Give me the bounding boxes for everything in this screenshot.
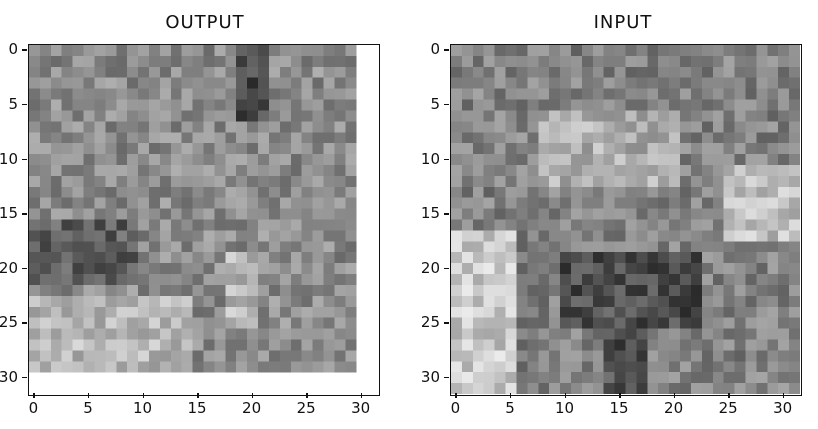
y-tick-mark [444,158,449,161]
output-image-frame [28,44,380,396]
y-tick-mark [22,103,27,106]
output-image [29,45,357,373]
x-tick-label: 15 [609,399,629,417]
x-tick-label: 0 [28,399,39,417]
y-tick-label: 10 [0,149,18,168]
y-tick-label: 5 [430,94,440,113]
y-tick-label: 20 [420,258,440,277]
x-tick-label: 20 [664,399,684,417]
y-tick-label: 25 [0,313,18,332]
y-tick-mark [444,103,449,106]
y-tick-label: 20 [0,258,18,277]
x-tick-label: 10 [132,399,153,417]
y-tick-label: 30 [0,367,18,386]
x-tick-mark [509,393,512,398]
x-tick-mark [306,393,308,398]
x-tick-mark [455,393,457,398]
y-tick-mark [22,49,27,51]
y-tick-mark [444,267,449,270]
x-tick-label: 10 [554,399,575,417]
x-tick-mark [142,393,145,398]
x-tick-mark [87,393,90,398]
input-title: INPUT [593,12,653,33]
y-tick-mark [444,376,449,379]
y-tick-mark [22,322,27,324]
y-tick-label: 15 [0,204,18,223]
x-tick-mark [251,393,254,398]
y-tick-label: 5 [8,94,18,113]
input-image [451,45,800,394]
x-tick-mark [728,393,730,398]
y-tick-mark [444,49,449,51]
x-tick-label: 5 [505,399,515,417]
x-tick-label: 30 [351,399,371,417]
y-tick-mark [22,376,27,379]
y-tick-label: 30 [420,367,440,386]
input-panel: INPUT 0 5 10 15 20 25 30 0 5 10 15 20 25 30 [418,0,818,429]
y-tick-label: 0 [430,40,440,59]
output-panel: OUTPUT 0 5 10 15 20 25 30 0 5 10 15 20 25 30 [0,0,400,429]
y-tick-label: 0 [8,40,18,59]
y-tick-mark [444,213,449,215]
x-tick-label: 15 [187,399,207,417]
x-tick-mark [360,393,363,398]
y-tick-label: 25 [420,313,440,332]
x-tick-mark [619,393,621,398]
input-image-frame [450,44,802,396]
x-tick-label: 20 [242,399,262,417]
y-tick-label: 10 [420,149,440,168]
y-tick-mark [22,158,27,161]
x-tick-label: 25 [718,399,738,417]
x-tick-label: 5 [83,399,93,417]
x-tick-label: 30 [773,399,793,417]
y-tick-label: 15 [420,204,440,223]
x-tick-mark [33,393,35,398]
x-tick-label: 0 [450,399,461,417]
x-tick-mark [564,393,567,398]
y-tick-mark [22,213,27,215]
y-tick-mark [444,322,449,324]
x-tick-mark [197,393,199,398]
x-tick-label: 25 [296,399,316,417]
y-tick-mark [22,267,27,270]
x-tick-mark [673,393,676,398]
output-title: OUTPUT [165,12,245,33]
x-tick-mark [782,393,785,398]
